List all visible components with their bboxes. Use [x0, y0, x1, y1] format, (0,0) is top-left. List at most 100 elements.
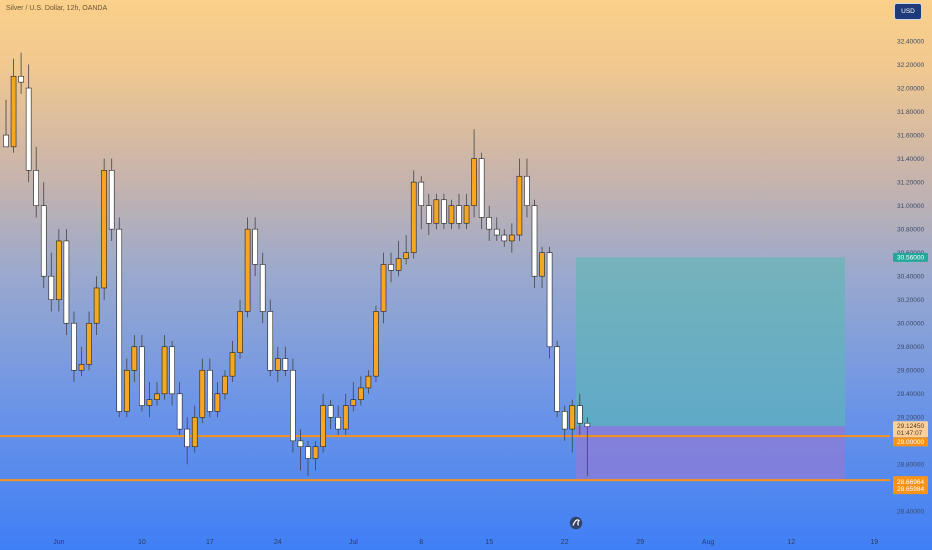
candle[interactable]	[441, 199, 447, 224]
candle[interactable]	[516, 175, 523, 236]
candle[interactable]	[539, 252, 545, 277]
candle[interactable]	[78, 364, 85, 371]
candle[interactable]	[267, 311, 274, 371]
candle[interactable]	[290, 369, 296, 442]
candle[interactable]	[418, 181, 425, 206]
candle[interactable]	[131, 346, 138, 371]
support-price-tag	[893, 476, 928, 495]
candle[interactable]	[305, 446, 311, 459]
level-price-tag-text: 29.00000	[897, 439, 924, 446]
x-axis-date-label: Aug	[702, 539, 715, 546]
candle[interactable]	[395, 258, 402, 271]
candle[interactable]	[33, 170, 40, 206]
candle[interactable]	[350, 399, 357, 406]
candle[interactable]	[493, 228, 500, 236]
candle[interactable]	[561, 411, 568, 430]
candle[interactable]	[297, 440, 304, 448]
candle[interactable]	[86, 322, 92, 365]
candle[interactable]	[569, 405, 576, 430]
candle[interactable]	[161, 346, 168, 395]
candle[interactable]	[335, 417, 342, 430]
candle[interactable]	[169, 346, 175, 395]
candle[interactable]	[237, 311, 243, 353]
candle[interactable]	[191, 417, 198, 448]
candle[interactable]	[388, 264, 394, 271]
candle[interactable]	[184, 428, 190, 448]
y-axis-tick-label: 29.40000	[897, 391, 924, 398]
candle[interactable]	[456, 205, 462, 224]
candle[interactable]	[410, 181, 417, 253]
candle[interactable]	[71, 322, 77, 371]
candle[interactable]	[93, 287, 100, 324]
symbol-title: Silver / U.S. Dollar, 12h, OANDA	[6, 5, 108, 12]
candle[interactable]	[146, 399, 153, 406]
candle[interactable]	[373, 311, 379, 377]
candle[interactable]	[124, 369, 130, 412]
candle[interactable]	[584, 422, 591, 428]
candle[interactable]	[546, 252, 553, 348]
candle[interactable]	[448, 205, 455, 224]
candle[interactable]	[3, 134, 9, 148]
candle[interactable]	[101, 170, 107, 289]
candle[interactable]	[403, 252, 409, 259]
candle[interactable]	[10, 75, 17, 148]
candle[interactable]	[342, 405, 349, 430]
stop-zone[interactable]	[576, 426, 845, 481]
target-zone[interactable]	[576, 257, 845, 427]
candle[interactable]	[222, 375, 228, 395]
y-axis-tick-label: 30.00000	[897, 321, 924, 328]
candle[interactable]	[25, 87, 32, 171]
y-axis-tick-label: 32.20000	[897, 62, 924, 69]
candle[interactable]	[365, 375, 372, 389]
y-axis-tick-label: 32.40000	[897, 38, 924, 45]
candle[interactable]	[154, 393, 160, 400]
level-price-tag	[893, 437, 928, 447]
candle[interactable]	[433, 199, 440, 224]
candle[interactable]	[229, 352, 236, 377]
candle[interactable]	[48, 275, 55, 301]
candle[interactable]	[425, 205, 432, 224]
y-axis-tick-label: 31.40000	[897, 156, 924, 163]
candle[interactable]	[463, 205, 470, 224]
candle[interactable]	[327, 405, 334, 418]
candle[interactable]	[18, 75, 24, 83]
candle[interactable]	[312, 446, 319, 459]
candle[interactable]	[63, 240, 70, 324]
candle[interactable]	[501, 234, 508, 242]
y-axis-tick-label: 31.60000	[897, 132, 924, 139]
candle[interactable]	[214, 393, 221, 412]
candle[interactable]	[116, 228, 123, 412]
currency-button[interactable]: USD	[894, 3, 922, 20]
y-axis-tick-label: 29.80000	[897, 344, 924, 351]
candle[interactable]	[358, 387, 364, 400]
tradingview-logo-icon[interactable]	[569, 516, 583, 530]
candle[interactable]	[207, 369, 213, 412]
candle[interactable]	[199, 369, 206, 418]
candle[interactable]	[478, 158, 485, 218]
candle[interactable]	[531, 205, 538, 277]
candle[interactable]	[40, 205, 47, 277]
candle[interactable]	[320, 405, 326, 448]
candle[interactable]	[56, 240, 62, 301]
y-axis-tick-label: 28.80000	[897, 462, 924, 469]
candle[interactable]	[139, 346, 145, 406]
y-axis-tick-label: 30.20000	[897, 297, 924, 304]
candle[interactable]	[576, 405, 583, 424]
candle[interactable]	[282, 358, 289, 371]
candle[interactable]	[259, 264, 266, 312]
candle[interactable]	[244, 228, 251, 312]
candle[interactable]	[471, 158, 477, 206]
support-price-tag-text: 28.65984	[897, 486, 924, 493]
y-axis-tick-label: 31.20000	[897, 179, 924, 186]
candle[interactable]	[252, 228, 258, 265]
candle[interactable]	[509, 234, 515, 242]
candle[interactable]	[524, 175, 530, 206]
candle[interactable]	[176, 393, 183, 430]
candle[interactable]	[274, 358, 281, 371]
candle[interactable]	[486, 217, 493, 230]
candle[interactable]	[380, 264, 387, 312]
candle[interactable]	[554, 346, 560, 412]
candle[interactable]	[108, 170, 115, 230]
